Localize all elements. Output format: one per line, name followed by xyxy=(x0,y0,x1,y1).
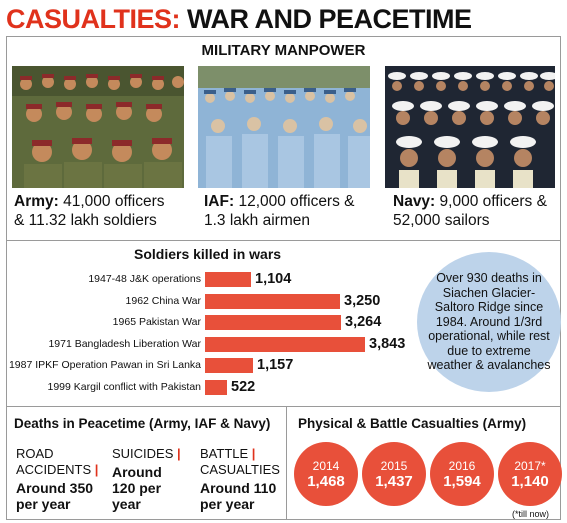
battle-label-2: CASUALTIES xyxy=(200,462,280,477)
navy-line1: 9,000 officers & xyxy=(439,193,547,210)
casualties-title: Physical & Battle Casualties (Army) xyxy=(298,416,527,431)
bar-category-label: 1987 IPKF Operation Pawan in Sri Lanka xyxy=(8,359,201,371)
navy-label: Navy: xyxy=(393,193,436,210)
infographic-frame xyxy=(6,36,561,520)
till-now-note: (*till now) xyxy=(512,509,550,519)
bar xyxy=(205,293,340,309)
title-highlight: CASUALTIES: xyxy=(6,4,181,34)
page-title: CASUALTIES: WAR AND PEACETIME xyxy=(6,4,472,34)
iaf-label: IAF: xyxy=(204,193,235,210)
siachen-note: Over 930 deaths in Siachen Glacier-Salto… xyxy=(417,252,561,392)
road-label-2: ACCIDENTS xyxy=(16,462,92,477)
bar-category-label: 1965 Pakistan War xyxy=(112,316,201,328)
army-line1: 41,000 officers xyxy=(63,193,165,210)
title-rest: WAR AND PEACETIME xyxy=(187,4,472,34)
peacetime-battle: BATTLE | CASUALTIES Around 110 per year xyxy=(200,446,280,512)
army-photo xyxy=(12,66,184,188)
casualty-year: 2016 xyxy=(448,458,476,473)
bar-value-label: 3,843 xyxy=(369,335,406,352)
casualty-value: 1,437 xyxy=(375,472,413,490)
casualty-year: 2014 xyxy=(312,458,340,473)
suicides-value-1: Around xyxy=(112,464,162,480)
separator-mark: | xyxy=(251,446,256,461)
bar xyxy=(205,315,341,330)
navy-line2: 52,000 sailors xyxy=(393,212,490,229)
iaf-line1: 12,000 officers & xyxy=(238,193,355,210)
road-value-2: per year xyxy=(16,496,71,512)
navy-photo xyxy=(385,66,555,188)
suicides-value-2: 120 per year xyxy=(112,480,162,512)
iaf-line2: 1.3 lakh airmen xyxy=(204,212,310,229)
peacetime-title: Deaths in Peacetime (Army, IAF & Navy) xyxy=(14,416,271,431)
road-label-1: ROAD xyxy=(16,446,54,461)
manpower-title: MILITARY MANPOWER xyxy=(201,42,366,59)
casualty-value: 1,594 xyxy=(443,472,481,490)
battle-label-1: BATTLE xyxy=(200,446,249,461)
bar xyxy=(205,272,251,287)
casualty-circle-2017: 2017* 1,140 xyxy=(498,442,562,506)
peacetime-road: ROAD ACCIDENTS | Around 350 per year xyxy=(16,446,98,512)
bar xyxy=(205,358,253,373)
bar xyxy=(205,336,365,352)
iaf-caption: IAF: 12,000 officers & 1.3 lakh airmen xyxy=(204,192,355,230)
casualty-circle-2015: 2015 1,437 xyxy=(362,442,426,506)
army-line2: & 11.32 lakh soldiers xyxy=(14,212,157,229)
peacetime-suicides: SUICIDES | Around 120 per year xyxy=(112,446,192,512)
road-value-1: Around 350 xyxy=(16,480,94,496)
separator-mark: | xyxy=(94,462,99,477)
divider-top xyxy=(6,240,561,241)
casualty-value: 1,468 xyxy=(307,472,345,490)
army-label: Army: xyxy=(14,193,59,210)
bar-category-label: 1962 China War xyxy=(125,294,201,307)
iaf-photo xyxy=(198,66,370,188)
bar-category-label: 1971 Bangladesh Liberation War xyxy=(48,337,201,350)
casualty-circle-2014: 2014 1,468 xyxy=(294,442,358,506)
navy-caption: Navy: 9,000 officers & 52,000 sailors xyxy=(393,192,547,230)
separator-mark: | xyxy=(177,446,181,461)
bar-value-label: 1,104 xyxy=(255,271,292,287)
battle-value-1: Around 110 xyxy=(200,480,277,496)
divider-bottom xyxy=(6,406,561,407)
bar-category-label: 1947-48 J&K operations xyxy=(88,273,201,285)
casualty-circle-2016: 2016 1,594 xyxy=(430,442,494,506)
casualty-year: 2015 xyxy=(380,458,408,473)
bar-value-label: 1,157 xyxy=(257,357,294,373)
battle-value-2: per year xyxy=(200,496,255,512)
bar xyxy=(205,379,227,395)
bar-value-label: 3,250 xyxy=(344,292,381,309)
casualty-value: 1,140 xyxy=(511,472,549,490)
bar-value-label: 522 xyxy=(231,378,256,395)
divider-vertical xyxy=(286,406,287,520)
chart-title: Soldiers killed in wars xyxy=(134,246,282,262)
bar-category-label: 1999 Kargil conflict with Pakistan xyxy=(47,380,202,393)
army-caption: Army: 41,000 officers & 11.32 lakh soldi… xyxy=(14,192,165,230)
bar-value-label: 3,264 xyxy=(345,314,382,330)
casualty-year: 2017* xyxy=(514,458,546,473)
suicides-label: SUICIDES xyxy=(112,446,174,461)
